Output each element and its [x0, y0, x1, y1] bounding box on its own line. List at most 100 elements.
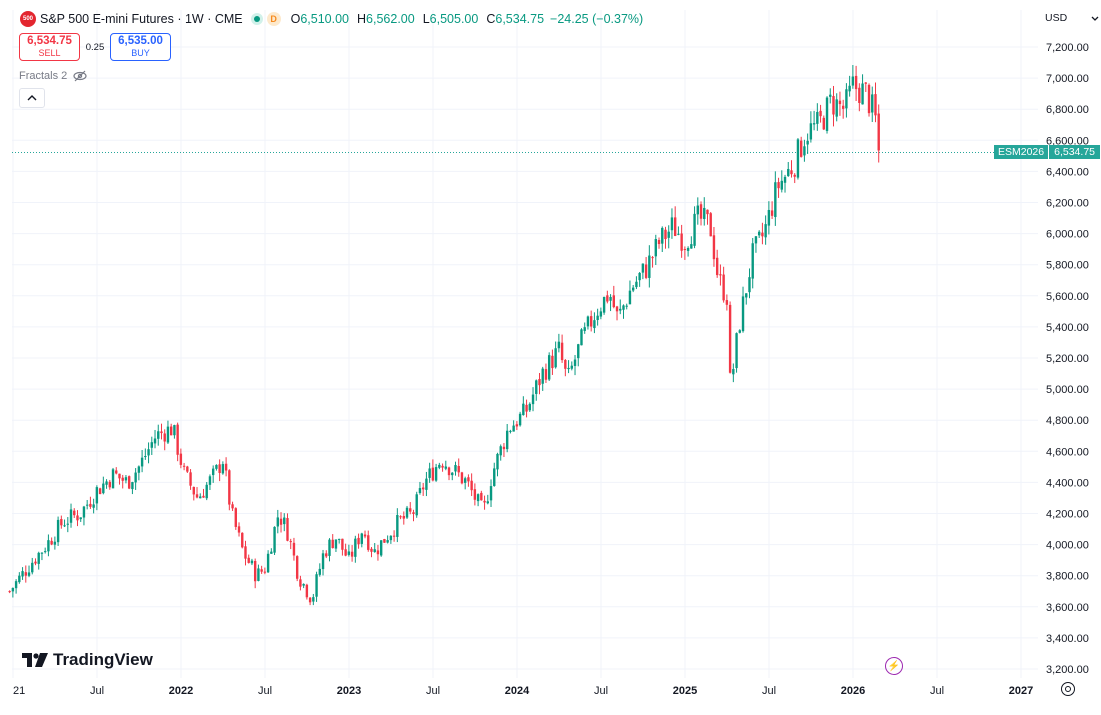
candle-body — [302, 583, 305, 586]
candle-body — [69, 509, 73, 523]
close-label: C — [486, 12, 496, 26]
candle — [102, 476, 105, 495]
tradingview-logo-icon — [22, 653, 48, 667]
candle-body — [535, 380, 538, 394]
high-value: 6,562.00 — [366, 12, 415, 26]
candle — [825, 96, 829, 134]
candle-body — [231, 504, 234, 509]
candle — [76, 510, 79, 527]
gear-icon[interactable] — [1061, 682, 1075, 696]
price-axis[interactable]: 7,200.00 7,000.00 6,800.00 6,600.00 6,400.00… — [1046, 42, 1089, 676]
last-price-tag: ESM2026 6,534.75 — [994, 145, 1100, 159]
candle-body — [706, 209, 709, 215]
open-value: 6,510.00 — [300, 12, 350, 26]
candle-body — [728, 304, 732, 373]
price-tick-label: 3,200.00 — [1046, 664, 1089, 676]
lightning-icon[interactable]: ⚡ — [885, 657, 903, 675]
candle — [270, 548, 273, 554]
candle-body — [599, 311, 603, 317]
candle — [838, 91, 842, 116]
candle-body — [606, 295, 609, 302]
indicator-name[interactable]: Fractals 2 — [19, 70, 68, 82]
candle — [363, 530, 367, 539]
candle-body — [173, 425, 176, 436]
time-tick-label: 2025 — [673, 685, 697, 697]
candle — [386, 535, 389, 544]
candle — [60, 515, 63, 529]
candle — [121, 474, 124, 489]
candle — [573, 354, 577, 376]
candle-body — [24, 572, 27, 576]
candle-body — [770, 210, 774, 216]
candle — [648, 245, 651, 288]
candle — [751, 237, 754, 289]
candle — [357, 533, 360, 549]
candle-body — [402, 515, 405, 519]
candle-body — [312, 597, 315, 602]
candle-body — [570, 365, 573, 369]
candle — [47, 534, 50, 557]
candle — [728, 301, 732, 374]
symbol-title[interactable]: S&P 500 E-mini Futures · 1W · CME — [40, 12, 243, 26]
tradingview-logo[interactable]: TradingView — [22, 650, 153, 670]
candle — [451, 472, 454, 481]
time-axis[interactable]: 21 Jul 2022 Jul 2023 Jul 2024 Jul 2025 Jul 2026 Jul… — [13, 685, 1033, 697]
candle — [299, 575, 302, 591]
candle-body — [480, 492, 483, 501]
candle — [764, 215, 767, 245]
candle-body — [683, 249, 687, 251]
collapse-legend-button[interactable] — [19, 88, 45, 108]
candle — [247, 554, 250, 564]
sell-button[interactable]: 6,534.75 SELL — [19, 33, 80, 61]
candle — [522, 396, 525, 416]
currency-selector[interactable]: USD — [1045, 12, 1099, 24]
candle-body — [234, 508, 237, 527]
candle — [434, 463, 438, 482]
price-tick-label: 3,800.00 — [1046, 571, 1089, 583]
candle — [431, 459, 435, 482]
candle-body — [661, 227, 664, 244]
candle — [305, 583, 309, 600]
indicator-legend[interactable]: Fractals 2 — [19, 69, 87, 83]
candle-body — [715, 257, 719, 276]
high-label: H — [357, 12, 367, 26]
candle — [686, 246, 690, 257]
trade-buttons: 6,534.75 SELL 0.25 6,535.00 BUY — [19, 33, 171, 61]
candle-body — [279, 518, 283, 525]
candle-body — [670, 217, 674, 231]
data-delay-badge[interactable]: D — [266, 12, 281, 26]
candle — [202, 488, 205, 498]
candle-body — [664, 229, 667, 240]
candle — [518, 411, 522, 427]
candle-body — [451, 472, 454, 476]
candle-body — [157, 431, 160, 439]
candle-body — [244, 546, 247, 559]
time-tick-label: Jul — [762, 685, 776, 697]
sell-price: 6,534.75 — [27, 35, 72, 47]
candle-body — [780, 180, 783, 190]
candle — [257, 564, 260, 582]
candle-body — [389, 535, 393, 541]
candle — [215, 464, 218, 471]
candle-body — [738, 330, 741, 333]
candle — [538, 373, 541, 395]
chevron-up-icon — [27, 95, 37, 101]
candle — [577, 343, 580, 367]
candle-body — [27, 572, 31, 576]
candle — [37, 551, 40, 570]
candle — [137, 465, 141, 481]
candle — [8, 590, 11, 594]
candle-body — [357, 537, 360, 545]
candle — [228, 469, 231, 511]
eye-hidden-icon[interactable] — [73, 69, 87, 83]
candle — [845, 83, 848, 118]
candle-body — [589, 316, 593, 327]
candle-body — [444, 466, 447, 469]
buy-button[interactable]: 6,535.00 BUY — [110, 33, 171, 61]
candle — [95, 485, 99, 511]
candle-body — [328, 539, 331, 556]
candle — [683, 246, 687, 260]
currency-label: USD — [1045, 12, 1068, 24]
candle-body — [276, 517, 279, 527]
